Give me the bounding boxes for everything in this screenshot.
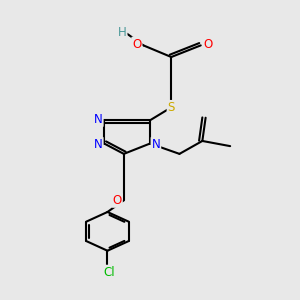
Text: N: N — [152, 138, 160, 151]
Text: H: H — [118, 26, 127, 39]
Text: O: O — [113, 194, 122, 207]
Text: S: S — [168, 101, 175, 114]
Text: Cl: Cl — [103, 266, 115, 279]
Text: O: O — [132, 38, 142, 51]
Text: O: O — [203, 38, 212, 51]
Text: N: N — [94, 113, 103, 126]
Text: N: N — [94, 138, 103, 151]
